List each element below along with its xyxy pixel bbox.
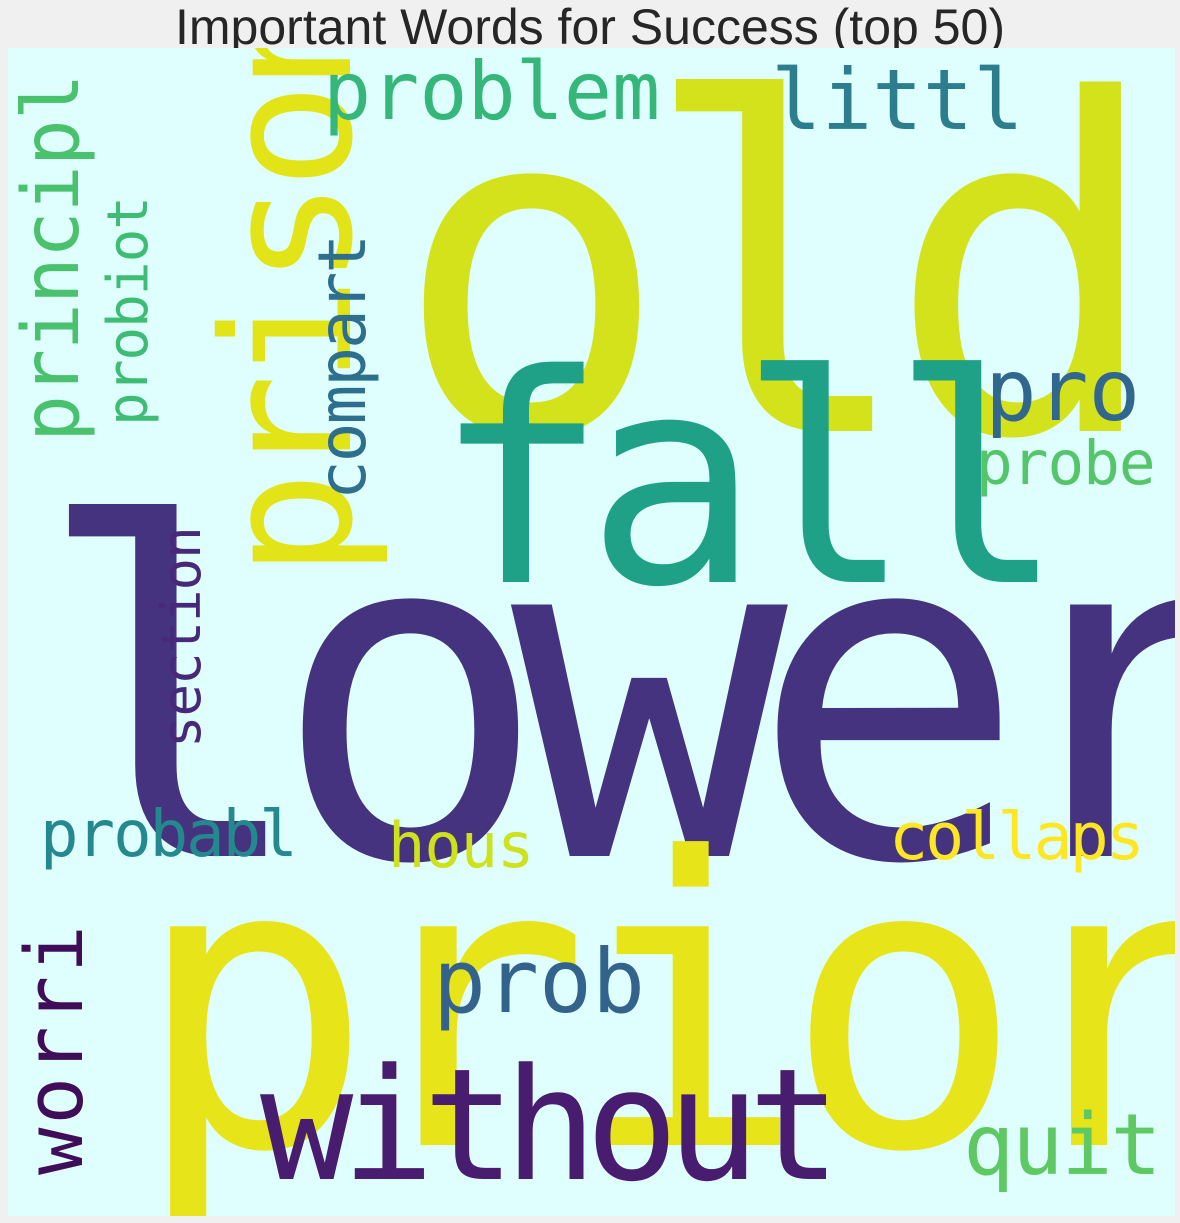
word-quit: quit	[963, 1096, 1162, 1195]
cloud-title: Important Words for Success (top 50)	[175, 0, 1005, 55]
word-prior: prior	[133, 775, 1175, 1216]
word-fall: fall	[433, 314, 1065, 651]
word-without: without	[260, 1035, 841, 1216]
word-principl: principl	[8, 74, 97, 442]
word-prob: prob	[433, 930, 645, 1033]
word-section: section	[150, 527, 213, 748]
word-old: old	[393, 48, 1164, 540]
word-probiot: probiot	[96, 196, 161, 426]
word-cloud: old lower prior fall prison problem litt…	[8, 48, 1175, 1216]
word-littl: littl	[771, 51, 1024, 149]
word-pro: pro	[985, 341, 1141, 441]
word-probabl: probabl	[40, 798, 298, 872]
word-worri: worri	[9, 922, 101, 1175]
word-hous: hous	[388, 809, 534, 882]
word-collaps: collaps	[889, 800, 1145, 875]
word-compart: compart	[304, 235, 381, 500]
word-problem: problem	[323, 48, 661, 138]
word-probe: probe	[976, 428, 1156, 499]
word-lower: lower	[33, 430, 1175, 965]
